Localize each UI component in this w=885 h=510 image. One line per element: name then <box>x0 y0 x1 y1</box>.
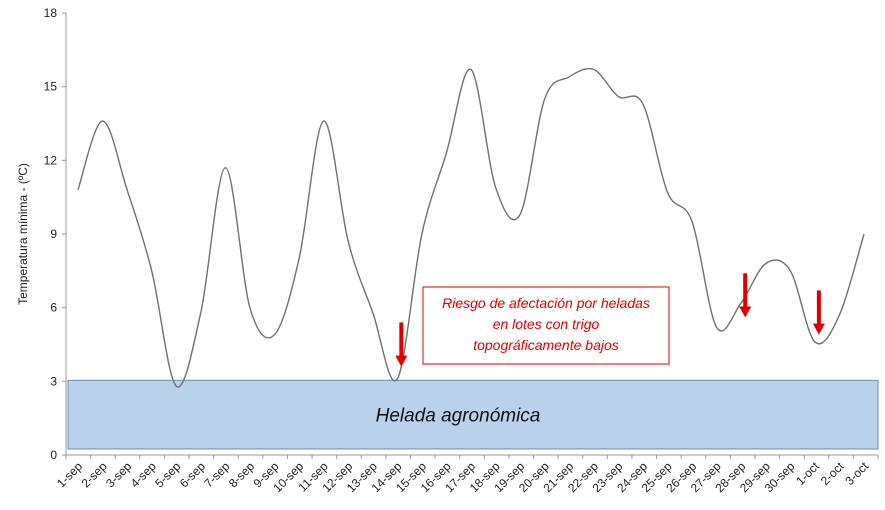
frost-risk-arrows <box>395 273 825 367</box>
frost-band-label: Helada agronómica <box>376 406 541 427</box>
y-tick-label: 15 <box>44 80 58 94</box>
annotation-box <box>422 286 670 365</box>
annotation-line-1: Riesgo de afectación por heladas <box>442 295 650 311</box>
x-tick-label: 7-sep <box>201 459 232 490</box>
annotation-line-3: topográficamente bajos <box>473 337 619 353</box>
x-axis: 1-sep2-sep3-sep4-sep5-sep6-sep7-sep8-sep… <box>54 454 879 495</box>
arrow-head <box>812 323 825 335</box>
x-tick-label: 1-oct <box>793 459 822 488</box>
y-tick-label: 3 <box>50 374 57 388</box>
arrow-head <box>395 355 408 367</box>
x-tick-label: 6-sep <box>177 459 208 490</box>
y-axis-title: Temperatura mínima - (ºC) <box>16 163 30 305</box>
x-tick-label: 1-sep <box>54 459 85 490</box>
x-tick-label: 2-oct <box>818 459 847 488</box>
x-tick-label: 3-sep <box>103 459 134 490</box>
frost-band <box>67 379 879 450</box>
y-tick-label: 12 <box>44 153 58 167</box>
min-temperature-line <box>77 67 865 388</box>
x-tick-label: 8-sep <box>226 459 257 490</box>
x-tick-label: 3-oct <box>842 459 871 488</box>
y-tick-label: 0 <box>50 448 57 462</box>
annotation-line-2: en lotes con trigo <box>493 316 600 332</box>
y-tick-label: 9 <box>50 227 57 241</box>
x-tick-label: 4-sep <box>128 459 159 490</box>
x-tick-label: 5-sep <box>152 459 183 490</box>
arrow-head <box>739 306 752 318</box>
y-tick-label: 18 <box>44 6 58 20</box>
x-tick-label: 2-sep <box>79 459 110 490</box>
y-axis: 0 3 6 9 12 15 18 <box>44 6 67 462</box>
y-tick-label: 6 <box>50 301 57 315</box>
